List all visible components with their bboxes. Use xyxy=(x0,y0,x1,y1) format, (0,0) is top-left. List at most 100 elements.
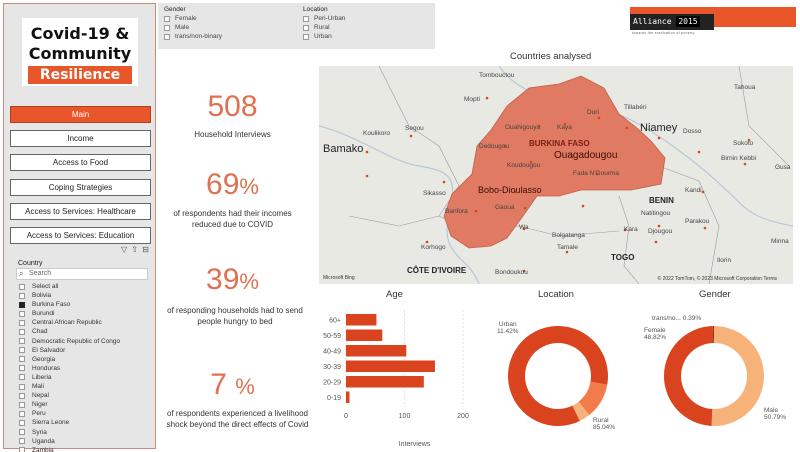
checkbox[interactable] xyxy=(19,301,25,308)
location-chart-svg xyxy=(508,326,608,426)
age-bar[interactable] xyxy=(346,314,377,326)
checkbox[interactable] xyxy=(164,34,170,40)
age-bar[interactable] xyxy=(346,376,424,388)
checkbox[interactable] xyxy=(19,401,25,408)
checkbox[interactable] xyxy=(19,429,25,435)
checkbox[interactable] xyxy=(164,16,170,22)
country-item[interactable]: Syria xyxy=(19,428,149,437)
country-search-input[interactable]: ⌕ Search xyxy=(16,268,148,280)
checkbox[interactable] xyxy=(303,16,309,22)
checkbox[interactable] xyxy=(303,34,309,40)
checkbox[interactable] xyxy=(19,410,25,417)
checkbox[interactable] xyxy=(19,356,25,363)
map-canvas xyxy=(319,66,793,284)
nav-button-main[interactable]: Main xyxy=(10,106,151,123)
city-label: Parakou xyxy=(685,218,710,225)
country-item[interactable]: Sierra Leone xyxy=(19,418,149,427)
checkbox[interactable] xyxy=(19,365,25,372)
location-option-peri-urban[interactable]: Peri-Urban xyxy=(303,15,345,23)
country-item[interactable]: Uganda xyxy=(19,437,149,446)
city-label: Tahoua xyxy=(734,84,756,91)
checkbox[interactable] xyxy=(19,392,25,399)
logo-accent-bar xyxy=(714,7,796,27)
top-slicer-panel: Gender Female Male trans/non-binary Loca… xyxy=(158,3,435,49)
age-chart-title: Age xyxy=(386,289,403,300)
nav-button-access-to-food[interactable]: Access to Food xyxy=(10,154,151,171)
location-slice-peri-urban[interactable] xyxy=(572,401,590,421)
gender-option-female[interactable]: Female xyxy=(164,15,197,23)
map-credit[interactable]: © 2022 TomTom, © 2023 Microsoft Corporat… xyxy=(657,276,777,282)
checkbox[interactable] xyxy=(303,25,309,31)
checkbox[interactable] xyxy=(19,310,25,317)
map[interactable]: Mopti Tombouctou Tahoua Koulikoro Segou … xyxy=(319,66,793,284)
age-bar[interactable] xyxy=(346,329,383,342)
checkbox[interactable] xyxy=(19,347,25,354)
city-label: Tillabéri xyxy=(624,104,647,111)
kpi-hungry-value: 39% xyxy=(206,263,259,296)
kpi-hungry-label: of responding households had to send peo… xyxy=(167,306,303,326)
checkbox[interactable] xyxy=(19,319,25,326)
country-item[interactable]: Zambia xyxy=(19,446,149,452)
age-bar[interactable] xyxy=(346,360,435,373)
country-label: Nepal xyxy=(32,392,49,400)
age-bar[interactable] xyxy=(346,391,350,404)
gender-trans-label: trans/no... 0.39% xyxy=(652,315,702,322)
location-option-rural[interactable]: Rural xyxy=(303,24,330,32)
country-item[interactable]: Liberia xyxy=(19,373,149,382)
map-title: Countries analysed xyxy=(510,51,592,62)
checkbox[interactable] xyxy=(19,292,25,299)
city-label: Koudougou xyxy=(507,162,541,169)
country-item[interactable]: Burundi xyxy=(19,309,149,318)
city-label: Korhogo xyxy=(421,244,446,251)
city-label: Wa xyxy=(519,224,529,231)
location-option-urban[interactable]: Urban xyxy=(303,33,332,41)
city-label: Kaya xyxy=(557,124,572,131)
city-label: Tamale xyxy=(557,244,578,251)
city-label: Djougou xyxy=(648,228,673,235)
checkbox[interactable] xyxy=(19,283,25,290)
country-item[interactable]: El Salvador xyxy=(19,346,149,355)
gender-slice-female[interactable] xyxy=(663,326,714,426)
country-item[interactable]: Chad xyxy=(19,327,149,336)
checkbox[interactable] xyxy=(19,328,25,335)
country-item[interactable]: Mali xyxy=(19,382,149,391)
country-item[interactable]: Select all xyxy=(19,282,149,291)
country-item[interactable]: Peru xyxy=(19,409,149,418)
checkbox[interactable] xyxy=(164,25,170,31)
nav-button-healthcare[interactable]: Access to Services: Healthcare xyxy=(10,203,151,220)
country-item[interactable]: Bolivia xyxy=(19,291,149,300)
checkbox[interactable] xyxy=(19,383,25,390)
checkbox[interactable] xyxy=(19,419,25,426)
location-slice-rural[interactable] xyxy=(508,326,608,426)
gender-chart-title: Gender xyxy=(699,289,731,300)
location-chart-title: Location xyxy=(538,289,574,300)
country-item[interactable]: Nepal xyxy=(19,391,149,400)
burkina-faso-region[interactable] xyxy=(443,75,666,249)
country-item[interactable]: Niger xyxy=(19,400,149,409)
gender-slice-trans-no-[interactable] xyxy=(712,326,714,344)
city-label: Segou xyxy=(405,125,424,132)
checkbox[interactable] xyxy=(19,338,25,345)
city-label: Mopti xyxy=(464,96,480,103)
city-label: Dori xyxy=(587,109,599,116)
checkbox[interactable] xyxy=(19,447,25,452)
gender-option-trans[interactable]: trans/non-binary xyxy=(164,33,222,41)
country-item[interactable]: Central African Republic xyxy=(19,318,149,327)
age-bar[interactable] xyxy=(346,345,407,357)
country-item[interactable]: Burkina Faso xyxy=(19,300,149,309)
checkbox[interactable] xyxy=(19,438,25,445)
x-axis-label: Interviews xyxy=(399,441,431,448)
country-label: Georgia xyxy=(32,355,56,363)
country-item[interactable]: Honduras xyxy=(19,364,149,373)
gender-slice-male[interactable] xyxy=(711,326,764,426)
gender-option-male[interactable]: Male xyxy=(164,24,189,32)
nav-button-education[interactable]: Access to Services: Education xyxy=(10,227,151,244)
checkbox[interactable] xyxy=(19,374,25,381)
nav-button-coping-strategies[interactable]: Coping Strategies xyxy=(10,179,151,196)
location-slice-urban[interactable] xyxy=(578,381,608,415)
country-item[interactable]: Democratic Republic of Congo xyxy=(19,337,149,346)
nav-button-income[interactable]: Income xyxy=(10,130,151,147)
visual-header-icons[interactable]: ▽ ⇧ ⊟ xyxy=(121,245,151,254)
country-item[interactable]: Georgia xyxy=(19,355,149,364)
city-label: Ilorin xyxy=(717,257,732,264)
